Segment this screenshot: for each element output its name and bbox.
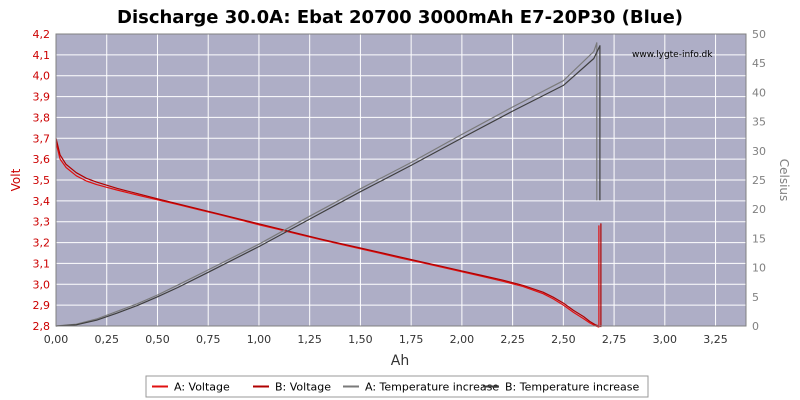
legend-label: A: Voltage: [174, 381, 230, 394]
x-tick-label: 2,50: [551, 333, 576, 346]
left-tick-label: 3,3: [33, 216, 51, 229]
left-axis-ticks: 2,8 2,9 3,0 3,1 3,2 3,3 3,4 3,5 3,6 3,7 3,8 3,9 4,0 4…: [33, 28, 51, 333]
series-group: [55, 42, 602, 328]
x-tick-label: 0,75: [196, 333, 221, 346]
right-tick-label: 20: [752, 203, 766, 216]
x-tick-label: 0,25: [94, 333, 119, 346]
x-axis-label: Ah: [391, 353, 409, 369]
left-tick-label: 3,5: [33, 174, 51, 187]
plot-border: [55, 33, 747, 327]
right-tick-label: 5: [752, 291, 759, 304]
left-tick-label: 3,0: [33, 278, 51, 291]
x-tick-label: 1,00: [247, 333, 272, 346]
x-tick-label: 2,25: [500, 333, 525, 346]
left-tick-label: 3,6: [33, 153, 51, 166]
right-axis-label: Celsius: [777, 159, 791, 202]
x-tick-label: 0,50: [145, 333, 170, 346]
series-line-2: [55, 138, 602, 328]
legend-label: B: Temperature increase: [505, 381, 640, 394]
left-tick-label: 3,2: [33, 237, 51, 250]
x-tick-label: 3,25: [703, 333, 728, 346]
right-tick-label: 50: [752, 28, 766, 41]
left-tick-label: 2,8: [33, 320, 51, 333]
series-line-1: [55, 142, 600, 328]
left-tick-label: 3,8: [33, 111, 51, 124]
x-tick-label: 1,75: [399, 333, 424, 346]
right-axis-ticks: 0 5 10 15 20 25 30 35 40 45 50: [752, 28, 766, 333]
left-tick-label: 3,7: [33, 132, 51, 145]
left-tick-label: 4,2: [33, 28, 51, 41]
left-axis-label: Volt: [9, 168, 23, 191]
left-tick-label: 4,1: [33, 49, 51, 62]
x-tick-label: 2,00: [450, 333, 475, 346]
left-tick-label: 4,0: [33, 70, 51, 83]
left-tick-label: 3,1: [33, 257, 51, 270]
right-tick-label: 15: [752, 232, 766, 245]
x-tick-label: 1,25: [297, 333, 322, 346]
series-line-4: [55, 45, 601, 327]
legend-label: A: Temperature increase: [365, 381, 499, 394]
watermark: www.lygte-info.dk: [632, 50, 713, 60]
right-tick-label: 45: [752, 57, 766, 70]
right-tick-label: 40: [752, 86, 766, 99]
series-line-3: [55, 42, 598, 327]
legend-box: [145, 375, 649, 398]
chart-title: Discharge 30.0A: Ebat 20700 3000mAh E7-2…: [117, 7, 683, 28]
right-tick-label: 10: [752, 262, 766, 275]
left-tick-label: 2,9: [33, 299, 51, 312]
right-tick-label: 35: [752, 116, 766, 129]
right-tick-label: 0: [752, 320, 759, 333]
x-tick-label: 1,50: [348, 333, 373, 346]
legend: A: Voltage B: Voltage A: Temperature incre…: [145, 375, 649, 398]
left-tick-label: 3,4: [33, 195, 51, 208]
x-tick-label: 0,00: [44, 333, 69, 346]
right-tick-label: 25: [752, 174, 766, 187]
legend-label: B: Voltage: [275, 381, 331, 394]
x-axis-ticks: 0,00 0,25 0,50 0,75 1,00 1,25 1,50 1,75 2,00 2,25…: [44, 333, 728, 346]
right-tick-label: 30: [752, 145, 766, 158]
left-tick-label: 3,9: [33, 91, 51, 104]
x-tick-label: 3,00: [653, 333, 678, 346]
x-tick-label: 2,75: [602, 333, 627, 346]
